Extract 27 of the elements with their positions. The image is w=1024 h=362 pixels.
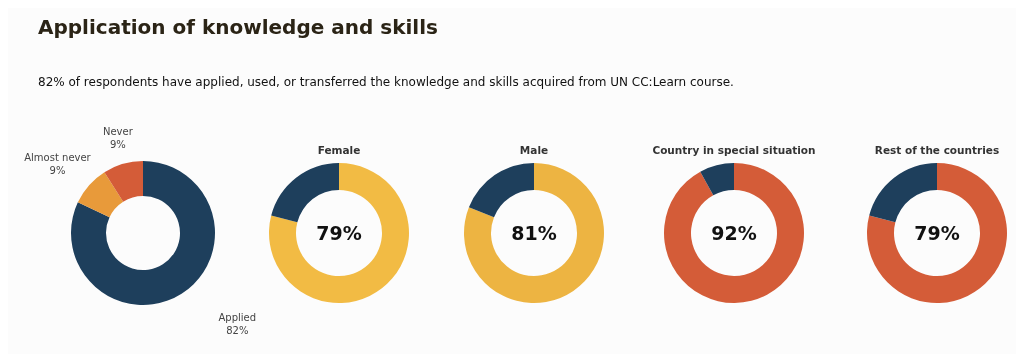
chart-title: Male [519, 144, 549, 156]
chart-title: Female [317, 144, 361, 156]
donut-slice [700, 163, 734, 196]
slice-label: Almost never [24, 152, 92, 164]
donut-slice [869, 163, 937, 223]
data-label: 82% [226, 325, 249, 336]
data-label: 92% [711, 222, 757, 244]
donut-slice [464, 163, 604, 303]
donut-slice [867, 163, 1007, 303]
donut-slice [71, 161, 215, 305]
donut-slice [664, 163, 804, 303]
data-label: 79% [914, 222, 960, 244]
chart-title: Country in special situation [652, 144, 816, 156]
donut-slice [269, 163, 409, 303]
slice-label: Never [102, 125, 134, 137]
donut-slice [271, 163, 339, 223]
donut-slice [104, 161, 143, 202]
chart-title: Rest of the countries [874, 144, 1000, 156]
chart-title: Application of knowledge and skills [38, 15, 438, 39]
donut-slice [77, 172, 124, 218]
slice-label: Applied [218, 312, 257, 323]
data-label: 81% [511, 222, 557, 244]
text: 82% of respondents have applied, used, or transferred the knowledge and skills acquired from UN CC:Learn course. [38, 75, 734, 89]
data-label: 79% [316, 222, 362, 244]
data-label: 9% [49, 165, 66, 177]
data-label: 9% [109, 138, 126, 150]
donut-slice [468, 163, 534, 218]
